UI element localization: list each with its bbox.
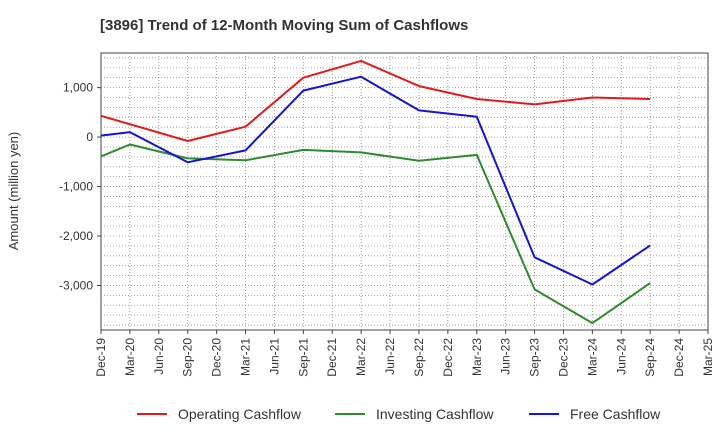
grid: [101, 53, 708, 330]
x-tick-label: Sep-22: [412, 338, 426, 377]
x-tick-label: Sep-23: [528, 338, 542, 377]
free-cashflow-legend-label: Free Cashflow: [570, 406, 661, 422]
plot-area: [100, 52, 709, 331]
x-tick-label: Jun-23: [499, 338, 513, 375]
x-tick-label: Jun-20: [152, 338, 166, 375]
x-tick-label: Mar-25: [701, 338, 715, 376]
x-tick-label: Jun-22: [383, 338, 397, 375]
chart-title: [3896] Trend of 12-Month Moving Sum of C…: [100, 17, 468, 34]
x-tick-label: Mar-20: [123, 338, 137, 376]
x-tick-label: Jun-24: [614, 338, 628, 375]
x-tick-label: Dec-20: [210, 338, 224, 377]
investing-cashflow-line: [100, 143, 651, 325]
y-tick-label: 0: [86, 130, 93, 144]
x-tick-label: Sep-20: [181, 338, 195, 377]
x-tick-label: Sep-24: [643, 338, 657, 377]
x-tick-label: Dec-21: [325, 338, 339, 377]
x-tick-label: Dec-19: [94, 338, 108, 377]
x-tick-label: Dec-23: [556, 338, 570, 377]
y-axis-label: Amount (million yen): [6, 132, 21, 251]
x-tick-label: Dec-22: [441, 338, 455, 377]
y-tick-label: -2,000: [59, 229, 93, 243]
y-tick-label: 1,000: [63, 81, 93, 95]
series-layer: [100, 59, 651, 325]
free-cashflow-line: [100, 75, 651, 286]
y-tick-label: -1,000: [59, 180, 93, 194]
operating-cashflow-line: [100, 59, 651, 142]
y-axis-ticks: 1,000 0 -1,000 -2,000 -3,000: [59, 81, 101, 292]
operating-cashflow-legend-label: Operating Cashflow: [178, 406, 302, 422]
x-axis-ticks: Dec-19 Mar-20 Jun-20 Sep-20 Dec-20 Mar-21 Jun-…: [94, 330, 715, 377]
x-tick-label: Mar-23: [470, 338, 484, 376]
x-tick-label: Jun-21: [267, 338, 281, 375]
x-tick-label: Mar-24: [585, 338, 599, 376]
y-tick-label: -3,000: [59, 278, 93, 292]
x-tick-label: Mar-21: [239, 338, 253, 376]
legend: Operating Cashflow Investing Cashflow Free…: [137, 406, 661, 422]
x-tick-label: Sep-21: [296, 338, 310, 377]
x-tick-label: Dec-24: [672, 338, 686, 377]
investing-cashflow-legend-label: Investing Cashflow: [376, 406, 494, 422]
x-tick-label: Mar-22: [354, 338, 368, 376]
